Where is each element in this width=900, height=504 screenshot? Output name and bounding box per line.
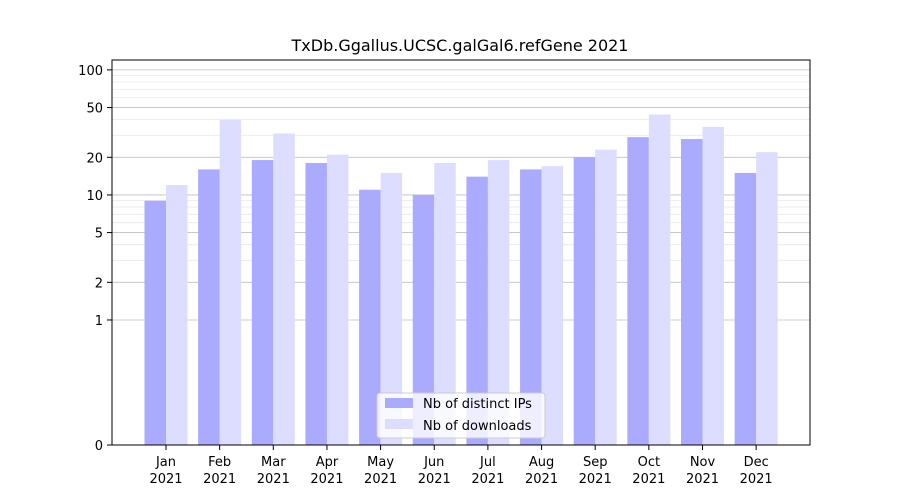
- x-tick-label-year: 2021: [364, 472, 397, 487]
- bar-downloads: [541, 166, 564, 445]
- x-tick-label-year: 2021: [257, 472, 290, 487]
- x-tick-label-month: Mar: [261, 455, 286, 470]
- x-tick-label-month: Sep: [583, 455, 608, 470]
- y-tick-label: 5: [95, 227, 103, 242]
- bars: [144, 114, 778, 446]
- bar-downloads: [434, 163, 456, 445]
- x-tick-label-year: 2021: [579, 472, 612, 487]
- x-tick-label-year: 2021: [203, 472, 236, 487]
- x-tick-label-month: Jul: [479, 455, 496, 470]
- legend-label-downloads: Nb of downloads: [423, 419, 532, 434]
- legend: Nb of distinct IPs Nb of downloads: [376, 392, 546, 439]
- y-tick-label: 0: [95, 439, 103, 454]
- x-tick-label-year: 2021: [149, 472, 182, 487]
- x-tick-label-year: 2021: [418, 472, 451, 487]
- bar-distinct-ips: [198, 169, 220, 445]
- x-tick-label-year: 2021: [686, 472, 719, 487]
- bar-downloads: [756, 152, 778, 445]
- bar-downloads: [166, 185, 188, 445]
- x-tick-label-year: 2021: [525, 472, 558, 487]
- bar-downloads: [702, 126, 724, 446]
- y-tick-label: 2: [95, 276, 103, 291]
- bar-downloads: [487, 160, 510, 445]
- x-tick-label-year: 2021: [471, 472, 504, 487]
- y-tick-label: 10: [86, 189, 103, 204]
- bar-distinct-ips: [466, 176, 488, 445]
- x-tick-label-month: Apr: [316, 455, 339, 470]
- y-tick-label: 20: [86, 151, 103, 166]
- x-tick-label-month: Jun: [423, 455, 444, 470]
- x-tick-label-month: Aug: [529, 455, 554, 470]
- bar-distinct-ips: [251, 160, 274, 445]
- plot-area-frame: [111, 59, 811, 446]
- chart-title: TxDb.Ggallus.UCSC.galGal6.refGene 2021: [291, 36, 629, 55]
- bar-downloads: [595, 149, 617, 446]
- legend-swatch-downloads: [385, 419, 413, 429]
- x-axis: Jan 2021 Feb 2021 Mar 2021 Apr 2021 May 2021 Jun 20…: [149, 445, 773, 487]
- bar-downloads: [326, 154, 349, 446]
- legend-swatch-distinct-ips: [385, 398, 413, 408]
- x-tick-label-month: Jan: [155, 455, 176, 470]
- bar-distinct-ips: [681, 139, 703, 445]
- x-tick-label-year: 2021: [310, 472, 343, 487]
- bar-distinct-ips: [520, 169, 542, 445]
- x-tick-label-month: Oct: [638, 455, 660, 470]
- bar-downloads: [273, 133, 295, 445]
- bar-distinct-ips: [734, 172, 757, 445]
- bar-distinct-ips: [627, 137, 649, 445]
- bar-distinct-ips: [412, 194, 435, 445]
- y-tick-label: 50: [86, 102, 103, 117]
- x-tick-label-year: 2021: [632, 472, 665, 487]
- bar-distinct-ips: [359, 189, 381, 445]
- x-tick-label-month: Nov: [690, 455, 716, 470]
- legend-box: [376, 392, 546, 439]
- bar-distinct-ips: [573, 157, 596, 445]
- bar-distinct-ips: [305, 163, 327, 445]
- bar-distinct-ips: [144, 200, 166, 445]
- x-tick-label-year: 2021: [740, 472, 773, 487]
- y-tick-label: 1: [95, 314, 103, 329]
- bar-downloads: [219, 119, 242, 446]
- bar-downloads: [380, 172, 403, 445]
- y-tick-label: 100: [78, 64, 103, 79]
- x-tick-label-month: Feb: [208, 455, 231, 470]
- bar-downloads: [648, 114, 671, 445]
- x-tick-label-month: May: [367, 455, 394, 470]
- y-axis: 0 1 2 5 10 20 50 100: [78, 64, 112, 454]
- legend-label-distinct-ips: Nb of distinct IPs: [423, 397, 532, 412]
- x-tick-label-month: Dec: [744, 455, 769, 470]
